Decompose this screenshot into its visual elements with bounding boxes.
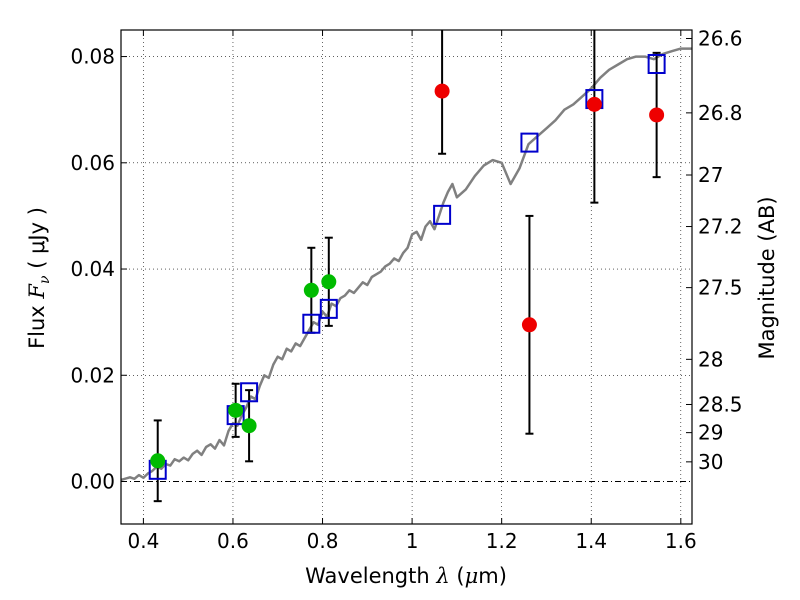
data-point-marker xyxy=(150,453,166,469)
model-spectrum-line xyxy=(120,47,692,482)
photometry-square-marker xyxy=(240,382,259,403)
axis-ticks: 0.4 0.6 0.8 1 1.2 1.4 1.6 0.00 0.02 0.04 0.06 0.08 2… xyxy=(70,26,742,553)
x-tick-label: 0.6 xyxy=(217,529,249,553)
data-markers xyxy=(148,53,666,480)
data-point-marker xyxy=(303,282,319,298)
photometry-square-marker xyxy=(520,132,539,153)
y2-tick-label: 26.8 xyxy=(698,101,743,125)
model-spectrum-layer xyxy=(120,47,692,482)
x-tick-label: 0.4 xyxy=(127,529,159,553)
data-point-marker xyxy=(649,107,665,123)
y-tick-label: 0.02 xyxy=(70,363,115,387)
secondary-y-axis-title: Magnitude (AB) xyxy=(755,196,779,359)
x-axis-title: Wavelength λ (μm) xyxy=(305,564,507,588)
y2-tick-label: 26.6 xyxy=(698,26,743,50)
x-tick-label: 0.8 xyxy=(307,529,339,553)
x-tick-label: 1.4 xyxy=(575,529,607,553)
x-tick-label: 1.2 xyxy=(486,529,518,553)
data-point-marker xyxy=(434,83,450,99)
photometry-square-marker xyxy=(433,204,452,225)
y-tick-label: 0.00 xyxy=(70,470,115,494)
y2-tick-label: 28.5 xyxy=(698,392,743,416)
photometry-square-marker xyxy=(647,53,666,74)
y-axis-title: Flux Fν ( μJy ) xyxy=(25,207,53,349)
y-tick-label: 0.08 xyxy=(70,45,115,69)
y2-tick-label: 29 xyxy=(698,421,723,445)
data-point-marker xyxy=(586,96,602,112)
x-tick-label: 1.6 xyxy=(665,529,697,553)
y2-tick-label: 28 xyxy=(698,347,723,371)
y2-tick-label: 27 xyxy=(698,163,723,187)
y2-tick-label: 27.2 xyxy=(698,215,743,239)
x-tick-label: 1 xyxy=(406,529,419,553)
y2-tick-label: 27.5 xyxy=(698,276,743,300)
data-point-marker xyxy=(521,317,537,333)
photometry-square-marker xyxy=(302,313,321,334)
plot-frame xyxy=(120,29,693,525)
data-point-marker xyxy=(241,418,257,434)
photometry-square-marker xyxy=(319,298,338,319)
y-tick-label: 0.04 xyxy=(70,257,115,281)
data-point-marker xyxy=(228,402,244,418)
data-point-marker xyxy=(321,274,337,290)
y2-tick-label: 30 xyxy=(698,450,723,474)
y-tick-label: 0.06 xyxy=(70,151,115,175)
